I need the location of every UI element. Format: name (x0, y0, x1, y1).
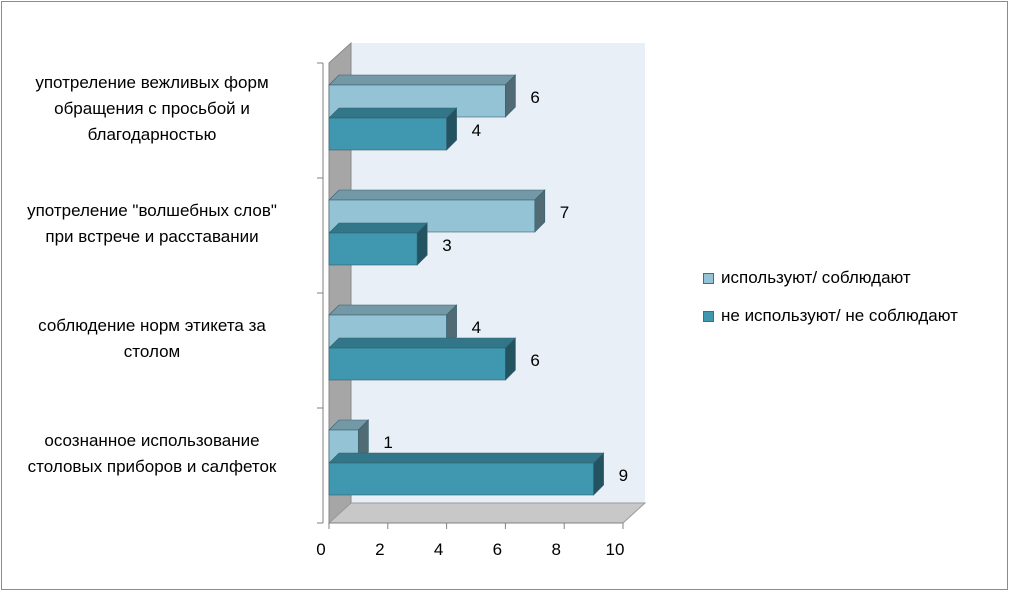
category-label-line: благодарностью (87, 124, 217, 144)
bar (328, 117, 447, 151)
x-tick-label: 8 (551, 540, 561, 559)
category-label-line: употреление вежливых форм (35, 72, 269, 92)
category-label-line: столовых приборов и салфеток (27, 456, 277, 476)
legend-swatch-not-used (703, 310, 714, 322)
bar (328, 347, 506, 381)
category-label-line: употреление "волшебных слов" (27, 200, 277, 220)
data-label: 9 (618, 466, 629, 485)
category-label-line: столом (123, 341, 181, 361)
back-wall (351, 43, 645, 503)
data-label: 6 (530, 351, 540, 370)
legend-item-not-used: не используют/ не соблюдают (703, 304, 958, 328)
x-tick-label: 4 (433, 540, 444, 559)
bar-end-face (593, 452, 604, 496)
legend-item-used: используют/ соблюдают (703, 266, 958, 290)
category-label: употреление вежливых форм обращения с про… (2, 70, 302, 148)
category-label-line: соблюдение норм этикета за (38, 315, 266, 335)
legend-label-not-used: не используют/ не соблюдают (721, 306, 958, 325)
data-label: 3 (442, 236, 452, 255)
category-label: осознанное использование столовых приборо… (2, 428, 302, 480)
bar (328, 232, 418, 266)
bar-end-face (534, 189, 546, 233)
bar-top-face (328, 107, 458, 119)
bar (328, 462, 594, 496)
bar-top-face (328, 189, 546, 201)
category-label-line: при встрече и расставании (45, 226, 259, 246)
category-label: употреление "волшебных слов" при встрече … (2, 198, 302, 250)
bar-end-face (446, 107, 457, 151)
floor (327, 502, 647, 524)
x-tick-label: 2 (375, 540, 385, 559)
category-label: соблюдение норм этикета за столом (2, 313, 302, 365)
legend: используют/ соблюдают не используют/ не … (703, 266, 958, 342)
bar-end-face (358, 419, 369, 463)
data-label: 4 (471, 318, 482, 337)
bar-top-face (328, 222, 428, 234)
bar-end-face (416, 222, 428, 266)
x-tick-label: 10 (605, 540, 625, 559)
legend-swatch-used (703, 272, 714, 284)
bar-end-face (446, 304, 457, 348)
bar-end-face (505, 337, 516, 381)
bar-end-face (505, 74, 516, 118)
bar-top-face (328, 74, 517, 86)
data-label: 1 (383, 433, 393, 452)
category-label-line: осознанное использование (44, 430, 260, 450)
x-tick-label: 0 (316, 540, 326, 559)
x-tick-label: 6 (492, 540, 503, 559)
category-label-line: обращения с просьбой и (54, 98, 250, 118)
data-label: 4 (471, 121, 482, 140)
bar-top-face (328, 304, 458, 316)
data-label: 6 (530, 88, 540, 107)
bar-top-face (328, 452, 605, 464)
bar-top-face (328, 337, 517, 349)
data-label: 7 (559, 203, 570, 222)
legend-label-used: используют/ соблюдают (721, 268, 911, 287)
